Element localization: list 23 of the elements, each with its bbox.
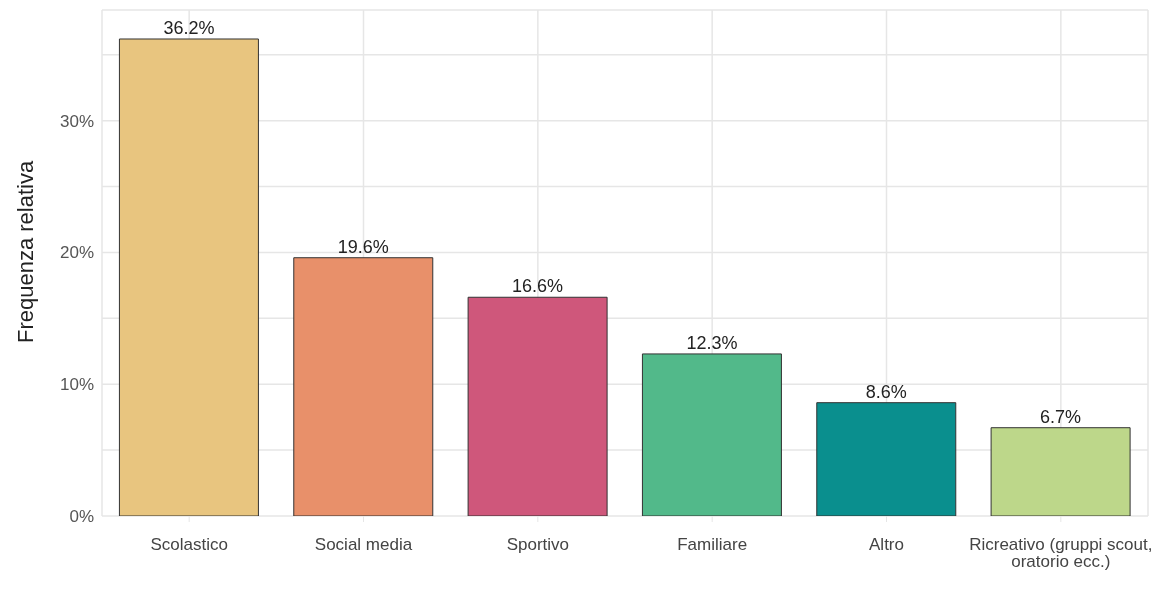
data-label: 19.6% xyxy=(337,236,389,257)
data-label: 36.2% xyxy=(163,17,215,38)
x-tick-label: Scolastico xyxy=(150,535,228,555)
data-label: 16.6% xyxy=(512,276,564,297)
y-axis-title: Frequenza relativa xyxy=(12,160,38,343)
x-tick-label: Familiare xyxy=(677,535,748,555)
x-tick-label: Sportivo xyxy=(506,535,570,555)
data-label: 12.3% xyxy=(686,332,738,353)
bar xyxy=(816,402,957,516)
x-tick-label: Altro xyxy=(869,535,904,555)
x-tick-label: Ricreativo (gruppi scout, oratorio ecc.) xyxy=(969,535,1153,572)
bar xyxy=(641,353,782,516)
y-tick-label: 0% xyxy=(69,507,94,527)
x-tick-label: Social media xyxy=(314,535,413,555)
data-label: 8.6% xyxy=(865,381,907,402)
data-label: 6.7% xyxy=(1040,406,1082,427)
y-tick-label: 10% xyxy=(59,375,94,395)
bar xyxy=(467,296,608,516)
y-tick-label: 30% xyxy=(59,111,94,131)
y-tick-label: 20% xyxy=(59,243,94,263)
bar xyxy=(118,38,259,516)
bar xyxy=(293,257,434,516)
bar xyxy=(990,427,1131,516)
